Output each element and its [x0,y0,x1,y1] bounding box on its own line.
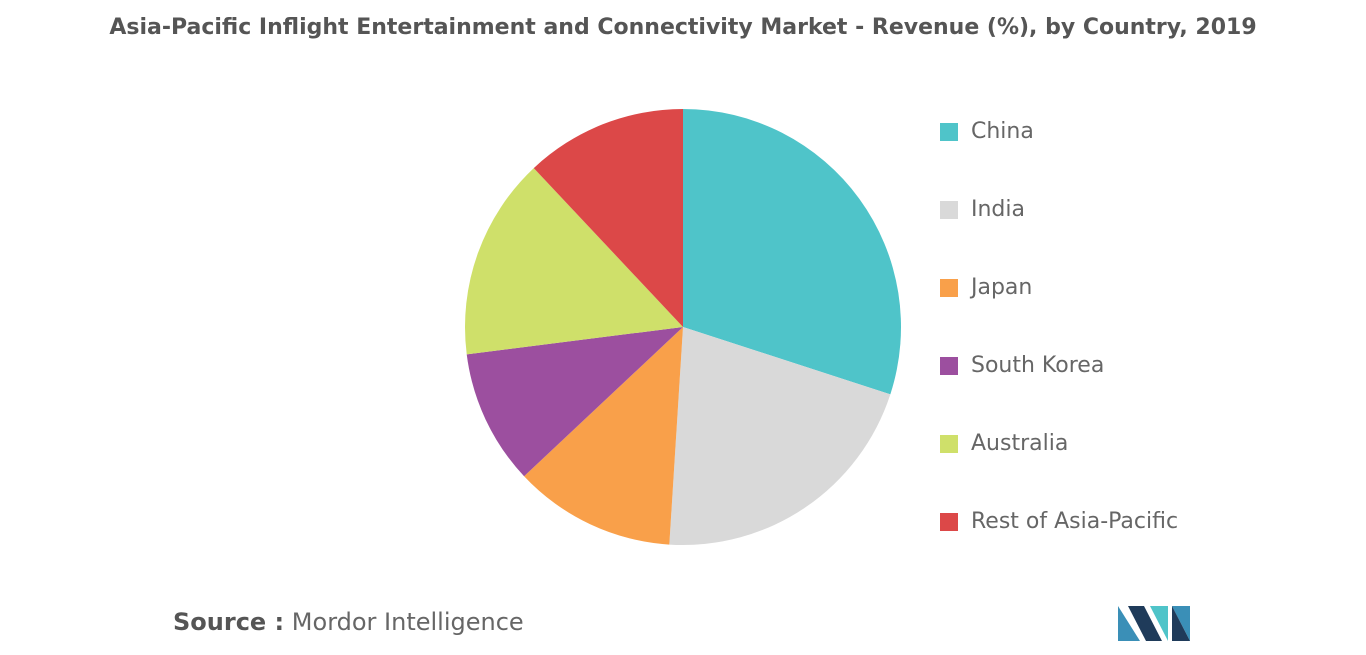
legend-swatch [940,513,958,531]
pie-slice [465,168,683,355]
pie-slice [533,109,683,327]
legend-swatch [940,279,958,297]
legend-label: China [971,119,1034,144]
legend-swatch [940,123,958,141]
source-label: Source : [173,608,284,636]
source: Source : Mordor Intelligence [173,608,524,636]
pie-slice [524,327,683,545]
legend-label: Australia [971,431,1068,456]
chart-title: Asia-Pacific Inflight Entertainment and … [109,15,1256,40]
pie-slice [669,327,891,545]
legend-swatch [940,201,958,219]
pie-slice [683,109,902,395]
legend-swatch [940,435,958,453]
legend-label: South Korea [971,353,1104,378]
logo [1118,606,1190,641]
source-text: Mordor Intelligence [292,608,524,636]
legend-label: India [971,197,1025,222]
pie-slice [466,327,683,477]
legend-label: Japan [969,275,1032,300]
legend-swatch [940,357,958,375]
legend-label: Rest of Asia-Pacific [971,509,1178,534]
